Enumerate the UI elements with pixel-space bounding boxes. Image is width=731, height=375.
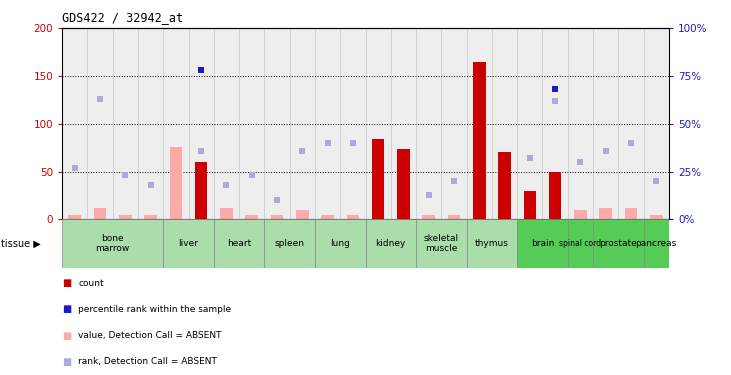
- Bar: [372, 139, 385, 219]
- Text: rank, Detection Call = ABSENT: rank, Detection Call = ABSENT: [78, 357, 217, 366]
- Bar: [523, 190, 536, 219]
- Text: skeletal
muscle: skeletal muscle: [424, 234, 459, 254]
- Text: value, Detection Call = ABSENT: value, Detection Call = ABSENT: [78, 331, 221, 340]
- Bar: [220, 208, 232, 219]
- Text: spleen: spleen: [275, 239, 305, 248]
- Bar: [195, 162, 208, 219]
- Bar: [163, 219, 213, 268]
- Bar: [549, 172, 561, 219]
- Bar: [643, 219, 669, 268]
- Bar: [346, 214, 359, 219]
- Bar: [416, 219, 466, 268]
- Bar: [599, 208, 612, 219]
- Bar: [246, 214, 258, 219]
- Bar: [94, 208, 107, 219]
- Text: ■: ■: [62, 278, 72, 288]
- Text: percentile rank within the sample: percentile rank within the sample: [78, 305, 231, 314]
- Bar: [144, 214, 157, 219]
- Bar: [265, 219, 315, 268]
- Text: liver: liver: [178, 239, 199, 248]
- Text: lung: lung: [330, 239, 350, 248]
- Bar: [574, 210, 587, 219]
- Bar: [447, 214, 461, 219]
- Bar: [650, 214, 662, 219]
- Text: ■: ■: [62, 357, 72, 367]
- Bar: [518, 219, 568, 268]
- Text: thymus: thymus: [475, 239, 509, 248]
- Text: bone
marrow: bone marrow: [96, 234, 130, 254]
- Bar: [69, 214, 81, 219]
- Text: heart: heart: [227, 239, 251, 248]
- Bar: [423, 214, 435, 219]
- Bar: [499, 152, 511, 219]
- Bar: [321, 214, 334, 219]
- Bar: [473, 62, 485, 219]
- Bar: [270, 214, 284, 219]
- Text: brain: brain: [531, 239, 554, 248]
- Bar: [366, 219, 416, 268]
- Bar: [170, 147, 182, 219]
- Text: pancreas: pancreas: [635, 239, 677, 248]
- Text: count: count: [78, 279, 104, 288]
- Text: GDS422 / 32942_at: GDS422 / 32942_at: [62, 11, 183, 24]
- Bar: [397, 148, 410, 219]
- Text: tissue ▶: tissue ▶: [1, 239, 41, 249]
- Text: ■: ■: [62, 331, 72, 340]
- Bar: [624, 208, 637, 219]
- Bar: [466, 219, 518, 268]
- Bar: [119, 214, 132, 219]
- Text: kidney: kidney: [376, 239, 406, 248]
- Text: prostate: prostate: [599, 239, 637, 248]
- Bar: [62, 219, 163, 268]
- Bar: [296, 210, 308, 219]
- Bar: [213, 219, 265, 268]
- Bar: [568, 219, 593, 268]
- Text: ■: ■: [62, 304, 72, 314]
- Bar: [315, 219, 366, 268]
- Text: spinal cord: spinal cord: [559, 239, 602, 248]
- Bar: [593, 219, 643, 268]
